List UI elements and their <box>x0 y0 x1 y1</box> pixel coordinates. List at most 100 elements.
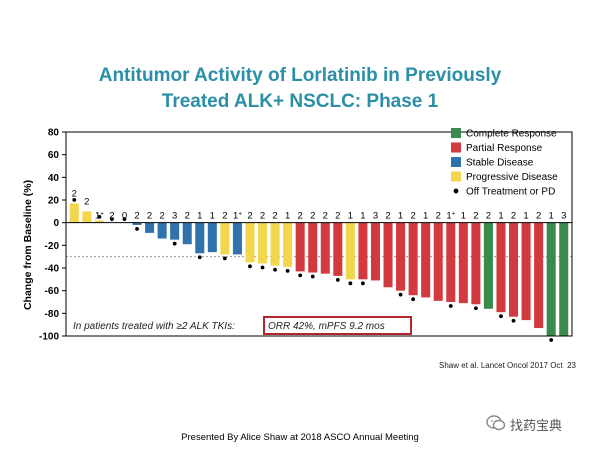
bar <box>207 222 217 253</box>
bar-label: 2 <box>335 211 340 222</box>
watermark-text: 找药宝典 <box>510 419 563 434</box>
y-tick-label: 20 <box>48 196 60 207</box>
bar <box>320 222 330 274</box>
bar <box>170 222 180 240</box>
bar-label: 1 <box>360 211 365 222</box>
off-treatment-dot <box>285 268 290 273</box>
off-treatment-dot <box>172 241 177 246</box>
off-treatment-dot <box>448 304 453 308</box>
bar-label: 3 <box>172 211 177 222</box>
off-treatment-dot <box>260 265 265 270</box>
off-treatment-dot <box>549 338 554 342</box>
bar-label: 1+ <box>233 211 242 222</box>
annotation: In patients treated with ≥2 ALK TKIs: OR… <box>73 316 412 335</box>
plot-frame <box>65 131 573 337</box>
bar <box>182 222 192 245</box>
bar <box>245 222 255 263</box>
bar <box>483 222 493 309</box>
off-treatment-dot <box>411 297 416 302</box>
bar <box>433 222 443 301</box>
off-treatment-dot <box>72 198 77 202</box>
bar-label: 2 <box>473 211 478 222</box>
legend-label: Partial Response <box>466 143 543 154</box>
legend-marker <box>453 188 459 194</box>
off-treatment-dot <box>473 306 478 311</box>
bar-label: 2 <box>511 211 516 222</box>
bar-label: 1 <box>197 211 202 222</box>
legend-swatch <box>451 171 461 182</box>
bar <box>396 222 406 291</box>
y-tick-label: 80 <box>48 128 60 139</box>
bar-label: 2 <box>436 211 441 222</box>
bar-label: 2 <box>298 211 303 222</box>
legend-label: Stable Disease <box>466 158 534 169</box>
bar <box>458 222 468 304</box>
annotation-boxed-text: ORR 42%, mPFS 9.2 mos <box>268 321 385 332</box>
off-treatment-dot <box>97 215 102 219</box>
bar-label: 1 <box>523 211 528 222</box>
bar-label: 2 <box>486 211 491 222</box>
bar-label: 2 <box>260 211 265 222</box>
off-treatment-dot <box>222 256 227 261</box>
bar-label: 2 <box>84 196 89 207</box>
bar-label: 2 <box>272 211 277 222</box>
bar <box>195 222 205 254</box>
off-treatment-dot <box>135 227 139 231</box>
y-tick-label: 40 <box>48 173 60 184</box>
bar-label: 0 <box>122 211 127 222</box>
bar <box>333 222 343 276</box>
bar <box>534 222 544 329</box>
bar <box>345 222 355 280</box>
y-tick-label: -60 <box>45 286 60 297</box>
bar <box>546 222 556 336</box>
bar-label: 2 <box>72 188 77 199</box>
bar <box>559 222 569 336</box>
legend-swatch <box>451 142 461 153</box>
bar <box>82 211 92 223</box>
bar-label: 2 <box>247 211 252 222</box>
slide-title-line-2: Treated ALK+ NSCLC: Phase 1 <box>161 91 439 112</box>
bar <box>132 222 142 225</box>
bars-layer: 221+ 2 0 2 2 2 3 2 1 1 2 1+ 2 2 2 1 2 2 2 2 1 1 3 2 1 2 1 2 1+ 1 2 2 1 2 1… <box>69 188 569 342</box>
bar <box>383 222 393 288</box>
bar-label: 2 <box>109 211 114 222</box>
bar-label: 1+ <box>446 211 455 222</box>
off-treatment-dot <box>511 318 516 323</box>
bar-label: 1 <box>398 211 403 222</box>
off-treatment-dot <box>310 274 315 279</box>
off-treatment-dot <box>499 314 503 319</box>
bar-label: 1 <box>498 211 503 222</box>
legend-label: Off Treatment or PD <box>466 187 555 198</box>
bar <box>220 222 230 255</box>
bar <box>496 222 506 313</box>
bar-label: 2 <box>159 211 164 222</box>
annotation-highlight-box <box>263 316 412 335</box>
bar-label: 2 <box>185 211 190 222</box>
bar <box>358 222 368 280</box>
bar <box>421 222 431 298</box>
y-tick-label: -100 <box>39 332 59 343</box>
bar-label: 1 <box>348 211 353 222</box>
legend-swatch <box>451 157 461 167</box>
bar-label: 3 <box>373 211 378 222</box>
bar <box>145 222 155 233</box>
legend-label: Complete Response <box>466 129 557 140</box>
legend-swatch <box>451 128 461 138</box>
bar <box>471 222 481 305</box>
bar <box>509 222 519 317</box>
bar <box>446 222 456 302</box>
y-tick-label: 60 <box>48 150 60 161</box>
bar-label: 1 <box>423 211 428 222</box>
bar-label: 2 <box>410 211 415 222</box>
bar <box>157 222 167 239</box>
bar-label: 2 <box>385 211 390 222</box>
off-treatment-dot <box>361 281 365 286</box>
bar-label: 1 <box>285 211 290 222</box>
off-treatment-dot <box>110 217 114 222</box>
wechat-icon <box>486 415 506 431</box>
presenter-footer: Presented By Alice Shaw at 2018 ASCO Ann… <box>181 432 419 443</box>
bar <box>283 222 293 267</box>
bar <box>408 222 418 296</box>
